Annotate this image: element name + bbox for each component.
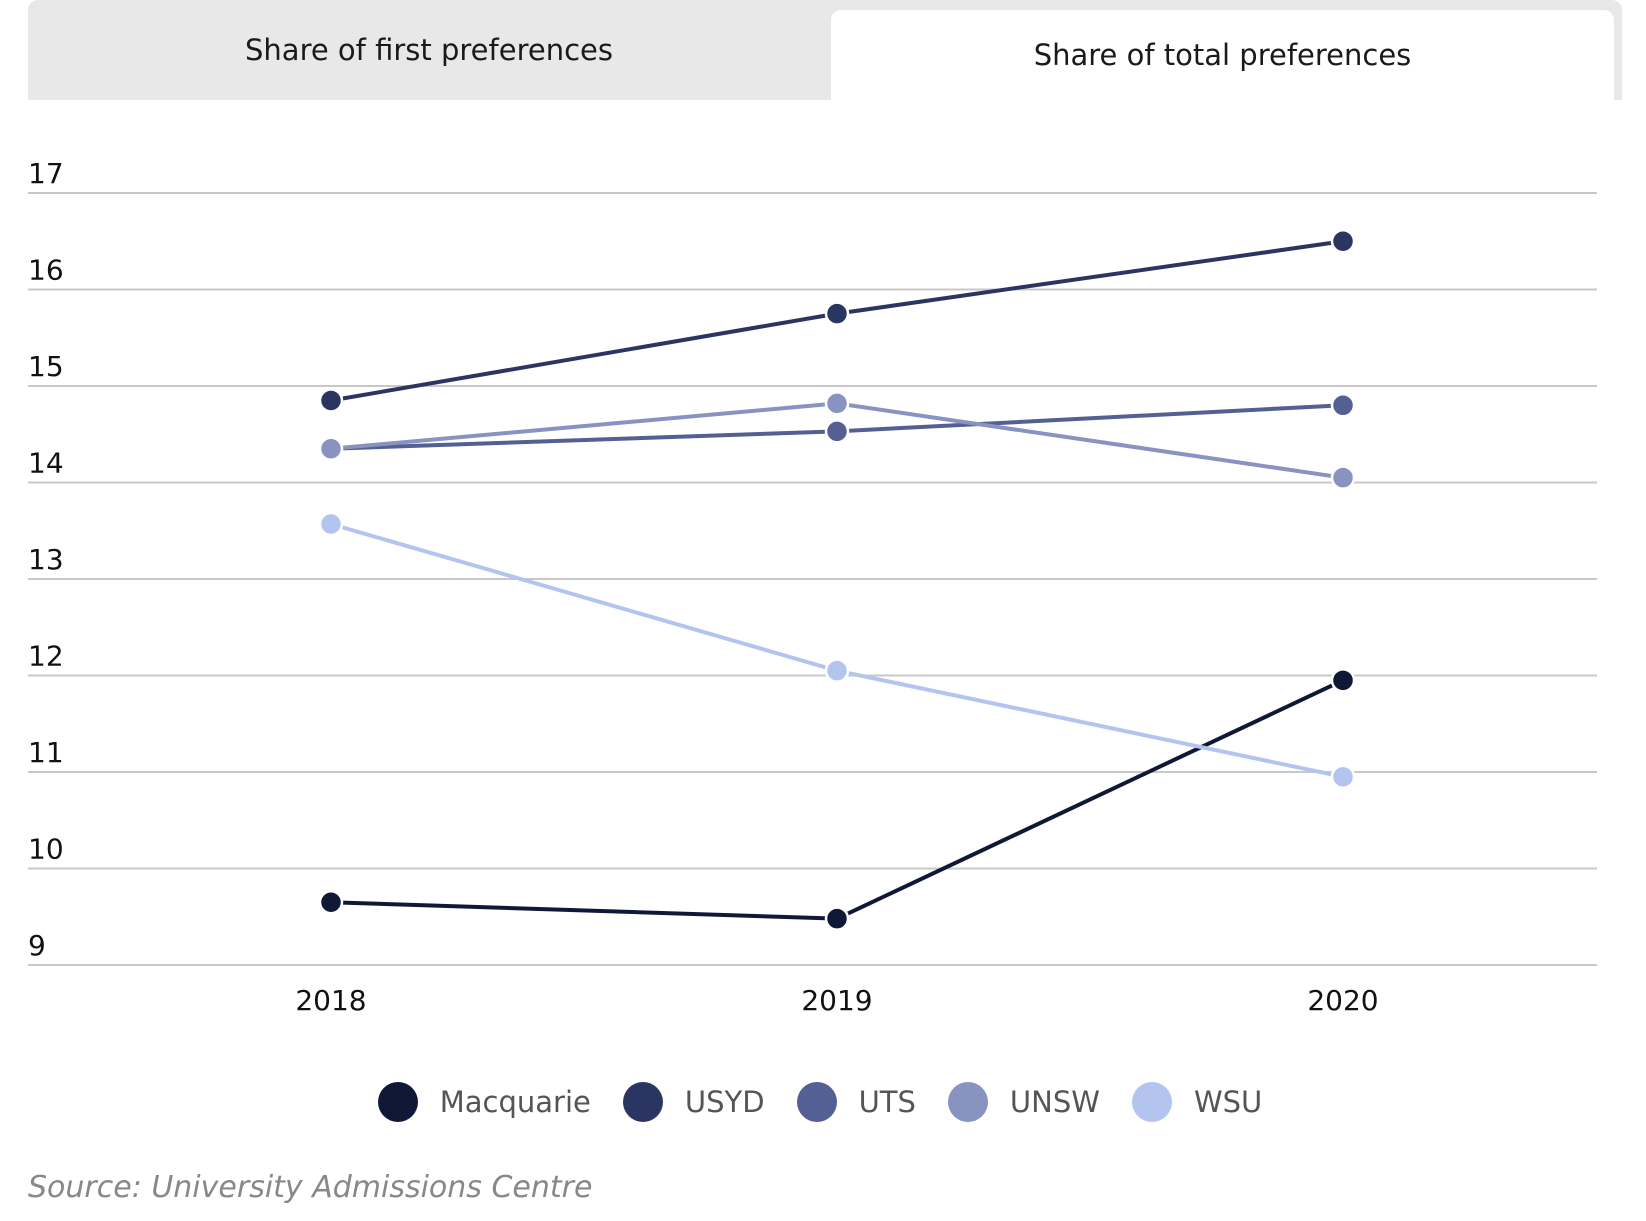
legend-label-wsu: WSU (1193, 1085, 1263, 1119)
y-tick-label-16: 16 (28, 254, 64, 287)
x-tick-label-2019: 2019 (801, 984, 872, 1017)
series-lines (318, 229, 1356, 931)
legend-swatch-uts (796, 1082, 837, 1122)
legend-item-usyd[interactable]: USYD (622, 1082, 765, 1122)
x-axis-tick-labels: 2018 2019 2020 (295, 984, 1378, 1017)
legend-label-macquarie: Macquarie (439, 1085, 591, 1119)
y-tick-label-13: 13 (28, 543, 64, 576)
data-point-unsw-2020[interactable] (1330, 465, 1356, 490)
tab-share-of-total-preferences[interactable]: Share of total preferences (831, 10, 1614, 100)
series-line-wsu (330, 522, 1344, 779)
data-point-usyd-2019[interactable] (824, 301, 850, 326)
legend-swatch-macquarie (377, 1082, 418, 1122)
y-tick-label-12: 12 (28, 640, 64, 673)
data-point-macquarie-2020[interactable] (1330, 668, 1356, 693)
data-point-usyd-2020[interactable] (1330, 229, 1356, 254)
tab-total-label: Share of total preferences (1033, 38, 1412, 72)
y-tick-label-17: 17 (28, 157, 64, 190)
x-tick-label-2018: 2018 (295, 984, 366, 1017)
y-axis-tick-labels: 9 10 11 12 13 14 15 16 17 (28, 157, 64, 962)
legend-swatch-wsu (1131, 1082, 1172, 1122)
series-wsu (318, 511, 1356, 790)
y-tick-label-14: 14 (28, 447, 64, 480)
legend-label-usyd: USYD (684, 1085, 765, 1119)
y-tick-label-9: 9 (28, 929, 46, 962)
data-point-wsu-2019[interactable] (824, 658, 850, 683)
data-point-usyd-2018[interactable] (318, 388, 344, 413)
data-point-wsu-2020[interactable] (1330, 764, 1356, 790)
data-point-uts-2020[interactable] (1330, 393, 1356, 418)
data-point-uts-2019[interactable] (824, 419, 850, 444)
series-usyd (318, 229, 1356, 413)
data-point-macquarie-2019[interactable] (824, 906, 850, 931)
legend: Macquarie USYD UTS UNSW WSU (0, 1077, 1646, 1127)
tab-bar: Share of first preferences Share of tota… (28, 0, 1622, 100)
x-tick-label-2020: 2020 (1307, 984, 1378, 1017)
line-chart: 9 10 11 12 13 14 15 16 17 2018 2019 2020 (28, 157, 1597, 1017)
legend-swatch-usyd (622, 1082, 663, 1122)
y-tick-label-11: 11 (28, 736, 64, 769)
series-unsw (318, 391, 1356, 490)
data-point-wsu-2018[interactable] (318, 511, 344, 537)
series-line-macquarie (330, 678, 1344, 921)
legend-item-macquarie[interactable]: Macquarie (377, 1082, 591, 1122)
legend-item-unsw[interactable]: UNSW (947, 1082, 1100, 1122)
series-macquarie (318, 668, 1356, 931)
y-tick-label-10: 10 (28, 833, 64, 866)
data-point-macquarie-2018[interactable] (318, 890, 344, 915)
data-point-unsw-2019[interactable] (824, 391, 850, 416)
source-note: Source: University Admissions Centre (28, 1170, 593, 1205)
legend-item-wsu[interactable]: WSU (1131, 1082, 1263, 1122)
legend-label-uts: UTS (858, 1085, 916, 1119)
tab-share-of-first-preferences[interactable]: Share of first preferences (28, 0, 830, 100)
legend-swatch-unsw (947, 1082, 988, 1122)
gridlines (28, 192, 1597, 966)
y-tick-label-15: 15 (28, 350, 64, 383)
data-point-unsw-2018[interactable] (318, 436, 344, 461)
legend-label-unsw: UNSW (1009, 1085, 1100, 1119)
legend-item-uts[interactable]: UTS (796, 1082, 916, 1122)
tab-first-label: Share of first preferences (245, 33, 613, 67)
